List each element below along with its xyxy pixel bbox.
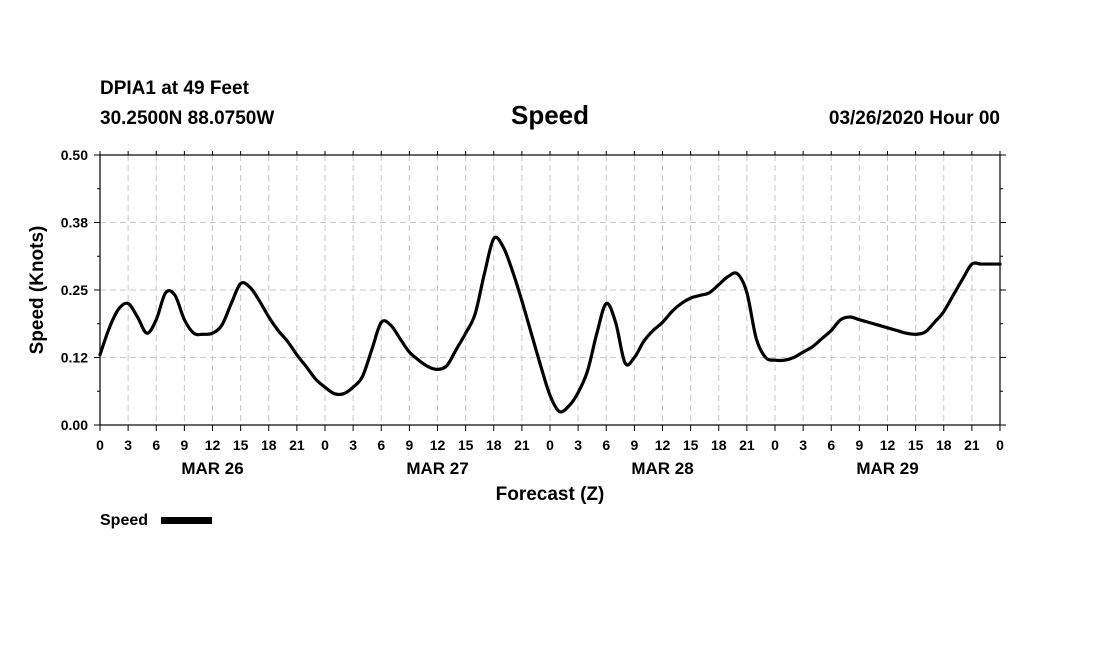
x-axis-title: Forecast (Z) [496, 484, 605, 505]
x-tick-label: 3 [124, 437, 132, 453]
x-tick-label: 18 [261, 437, 277, 453]
y-axis-title: Speed (Knots) [27, 226, 48, 355]
plot-frame [99, 154, 1001, 426]
x-tick-label: 21 [964, 437, 980, 453]
x-tick-label: 21 [739, 437, 755, 453]
station-label: DPIA1 at 49 Feet [100, 78, 250, 99]
x-tick-label: 9 [405, 437, 413, 453]
legend-swatch [161, 517, 212, 524]
x-tick-label: 12 [655, 437, 671, 453]
x-tick-label: 6 [152, 437, 160, 453]
date-label: MAR 26 [181, 459, 243, 478]
run-time-label: 03/26/2020 Hour 00 [829, 108, 1000, 129]
series-line-speed [98, 235, 1002, 414]
x-tick-label: 21 [514, 437, 530, 453]
y-tick-label: 0.00 [61, 417, 88, 433]
y-tick-label: 0.50 [61, 147, 88, 163]
x-tick-label: 21 [289, 437, 305, 453]
x-tick-label: 15 [233, 437, 249, 453]
coordinates-label: 30.2500N 88.0750W [100, 108, 274, 129]
x-tick-label: 15 [458, 437, 474, 453]
axes: 0 3 6 9 12 15 18 21 0 3 6 9 12 15 18 21 0 3 6 9 12 15 18 21 0 3 6 9… [61, 147, 1006, 478]
x-tick-label: 12 [430, 437, 446, 453]
x-tick-label: 3 [574, 437, 582, 453]
x-tick-label: 12 [205, 437, 221, 453]
x-tick-label: 0 [771, 437, 779, 453]
date-label: MAR 29 [856, 459, 918, 478]
x-tick-label: 15 [683, 437, 699, 453]
x-tick-label: 15 [908, 437, 924, 453]
chart-title: Speed [511, 100, 589, 130]
legend-label: Speed [100, 512, 148, 529]
grid [100, 155, 1000, 425]
date-label: MAR 27 [406, 459, 468, 478]
x-tick-label: 9 [630, 437, 638, 453]
x-tick-label: 0 [546, 437, 554, 453]
date-label: MAR 28 [631, 459, 693, 478]
x-tick-label: 3 [799, 437, 807, 453]
x-tick-label: 18 [711, 437, 727, 453]
x-tick-label: 18 [936, 437, 952, 453]
x-tick-label: 0 [996, 437, 1004, 453]
x-tick-label: 6 [602, 437, 610, 453]
x-tick-label: 0 [96, 437, 104, 453]
x-tick-label: 3 [349, 437, 357, 453]
series-layer [98, 235, 1002, 414]
x-tick-label: 6 [827, 437, 835, 453]
x-tick-label: 18 [486, 437, 502, 453]
y-tick-label: 0.38 [61, 215, 88, 231]
x-tick-label: 0 [321, 437, 329, 453]
y-tick-label: 0.25 [61, 282, 88, 298]
x-tick-label: 9 [855, 437, 863, 453]
x-tick-label: 6 [377, 437, 385, 453]
y-tick-label: 0.12 [61, 350, 88, 366]
x-tick-label: 9 [180, 437, 188, 453]
x-tick-label: 12 [880, 437, 896, 453]
